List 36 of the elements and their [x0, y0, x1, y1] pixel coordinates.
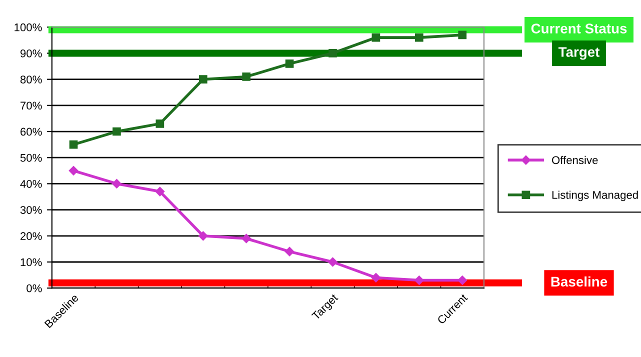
- legend-label: Offensive: [552, 156, 598, 164]
- legend-label: Listings Managed: [552, 190, 638, 202]
- y-tick-label: 60%: [20, 128, 42, 136]
- y-tick-label: 10%: [20, 258, 42, 266]
- point: [112, 179, 122, 188]
- ref-line-label: Target: [558, 47, 600, 60]
- point: [328, 49, 337, 58]
- point: [285, 60, 294, 68]
- point: [156, 120, 164, 128]
- point: [68, 166, 78, 176]
- point: [284, 246, 294, 256]
- point: [458, 276, 467, 285]
- y-tick-label: 100%: [14, 23, 42, 32]
- point: [242, 72, 251, 81]
- point: [372, 33, 380, 42]
- ref-line-label: Baseline: [551, 276, 608, 287]
- point: [458, 30, 467, 40]
- y-tick-label: 20%: [20, 232, 42, 240]
- point: [414, 33, 424, 42]
- point: [155, 186, 165, 196]
- y-tick-label: 70%: [20, 102, 42, 110]
- y-tick-label: 40%: [20, 180, 42, 188]
- point: [69, 140, 78, 149]
- point: [414, 276, 424, 285]
- point: [198, 75, 208, 84]
- y-tick-label: 80%: [20, 76, 42, 84]
- y-tick-label: 50%: [20, 154, 42, 162]
- y-tick-label: 30%: [20, 206, 42, 214]
- point: [328, 257, 338, 267]
- point: [242, 234, 251, 244]
- y-tick-label: 90%: [20, 49, 42, 58]
- point: [112, 127, 121, 136]
- point: [371, 273, 381, 282]
- ref-line-label: Current Status: [531, 24, 627, 34]
- y-tick-label: 0%: [26, 284, 42, 292]
- point: [198, 231, 208, 241]
